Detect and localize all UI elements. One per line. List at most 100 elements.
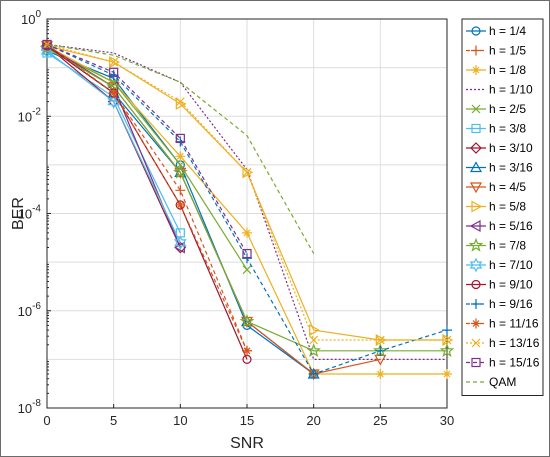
series-18 bbox=[46, 43, 315, 254]
legend-item: h = 4/5 bbox=[466, 180, 526, 194]
data-point bbox=[470, 142, 482, 154]
data-point bbox=[242, 345, 252, 356]
legend-item: h = 3/10 bbox=[466, 141, 533, 155]
data-point bbox=[175, 185, 186, 196]
data-point bbox=[471, 299, 481, 309]
legend-item: h = 1/8 bbox=[466, 63, 526, 77]
legend-label: h = 9/10 bbox=[489, 278, 533, 292]
data-point bbox=[469, 161, 483, 173]
data-point bbox=[242, 253, 252, 264]
series-line bbox=[46, 47, 248, 271]
data-point bbox=[471, 200, 483, 213]
data-point bbox=[442, 325, 452, 336]
legend-item: h = 3/16 bbox=[466, 161, 533, 175]
data-point bbox=[469, 257, 483, 273]
series-line bbox=[46, 45, 381, 375]
data-point bbox=[469, 219, 481, 233]
data-point bbox=[175, 151, 186, 162]
data-point bbox=[109, 57, 119, 67]
legend-item: h = 11/16 bbox=[466, 317, 539, 331]
data-point bbox=[471, 26, 481, 36]
x-tick-label: 10 bbox=[173, 413, 187, 428]
series-13 bbox=[42, 41, 252, 364]
legend-item: h = 9/10 bbox=[466, 278, 533, 292]
x-axis-label: SNR bbox=[230, 435, 264, 452]
legend-label: QAM bbox=[489, 375, 516, 389]
data-point bbox=[109, 56, 120, 69]
data-point bbox=[174, 241, 185, 254]
legend-label: h = 3/10 bbox=[489, 141, 533, 155]
legend: h = 1/4 h = 1/5 h = 1/8 h = 1/10 h = 2/5 h = … bbox=[461, 18, 544, 396]
data-point bbox=[471, 65, 481, 75]
series-8 bbox=[40, 41, 387, 381]
legend-label: h = 3/8 bbox=[489, 122, 526, 136]
series-4 bbox=[42, 43, 252, 275]
series-line bbox=[46, 50, 181, 244]
legend-item: h = 7/8 bbox=[466, 237, 526, 253]
legend-label: h = 15/16 bbox=[489, 356, 540, 370]
data-point bbox=[42, 39, 52, 50]
legend-label: h = 11/16 bbox=[489, 317, 539, 331]
data-point bbox=[108, 88, 119, 99]
data-point bbox=[175, 97, 185, 107]
legend-label: h = 7/8 bbox=[489, 239, 526, 253]
y-axis-label: BER bbox=[10, 197, 27, 230]
y-tick-label: 10-6 bbox=[18, 301, 42, 319]
legend-label: h = 1/8 bbox=[489, 63, 526, 77]
data-point bbox=[442, 369, 452, 380]
legend-label: h = 7/10 bbox=[489, 258, 533, 272]
legend-label: h = 9/16 bbox=[489, 297, 533, 311]
data-point bbox=[471, 318, 481, 329]
data-point bbox=[375, 369, 386, 380]
legend-label: h = 4/5 bbox=[489, 180, 526, 194]
data-point bbox=[175, 133, 185, 144]
data-point bbox=[109, 67, 119, 77]
data-point bbox=[174, 235, 187, 251]
legend-item: h = 1/4 bbox=[466, 24, 526, 38]
data-point bbox=[242, 265, 252, 275]
data-point bbox=[471, 104, 481, 114]
y-tick-label: 10-8 bbox=[18, 398, 42, 416]
x-tick-label: 15 bbox=[240, 413, 254, 428]
legend-box bbox=[461, 18, 544, 396]
y-tick-label: 10-4 bbox=[18, 204, 42, 222]
data-point bbox=[242, 227, 252, 238]
legend-label: h = 1/4 bbox=[489, 24, 526, 38]
data-point bbox=[175, 199, 186, 210]
data-point bbox=[471, 123, 481, 134]
data-point bbox=[173, 164, 188, 179]
data-point bbox=[40, 43, 54, 59]
y-tick-label: 10-2 bbox=[18, 106, 42, 124]
data-point bbox=[375, 334, 387, 347]
data-point bbox=[308, 369, 319, 380]
legend-item: h = 15/16 bbox=[466, 356, 540, 370]
legend-item: h = 2/5 bbox=[466, 102, 526, 116]
legend-label: h = 1/5 bbox=[489, 44, 526, 58]
data-point bbox=[471, 45, 481, 56]
legend-item: QAM bbox=[466, 375, 516, 389]
data-point bbox=[471, 357, 481, 368]
series-line bbox=[46, 43, 248, 254]
legend-item: h = 5/8 bbox=[466, 200, 526, 214]
legend-item: h = 3/8 bbox=[466, 122, 526, 136]
legend-label: h = 5/8 bbox=[489, 200, 526, 214]
data-point bbox=[242, 166, 254, 179]
legend-label: h = 2/5 bbox=[489, 102, 526, 116]
data-point bbox=[107, 94, 120, 109]
data-point bbox=[442, 335, 452, 345]
legend-item: h = 9/16 bbox=[466, 297, 533, 311]
x-tick-label: 5 bbox=[110, 413, 117, 428]
series-line bbox=[46, 43, 248, 352]
data-point bbox=[239, 313, 255, 328]
x-tick-label: 0 bbox=[43, 413, 50, 428]
series-15 bbox=[42, 39, 252, 356]
data-point bbox=[375, 345, 386, 356]
legend-label: h = 13/16 bbox=[489, 336, 540, 350]
series-17 bbox=[42, 39, 252, 259]
legend-label: h = 3/16 bbox=[489, 161, 533, 175]
legend-item: h = 13/16 bbox=[466, 336, 540, 350]
series-line bbox=[46, 43, 248, 352]
data-point bbox=[242, 248, 252, 259]
